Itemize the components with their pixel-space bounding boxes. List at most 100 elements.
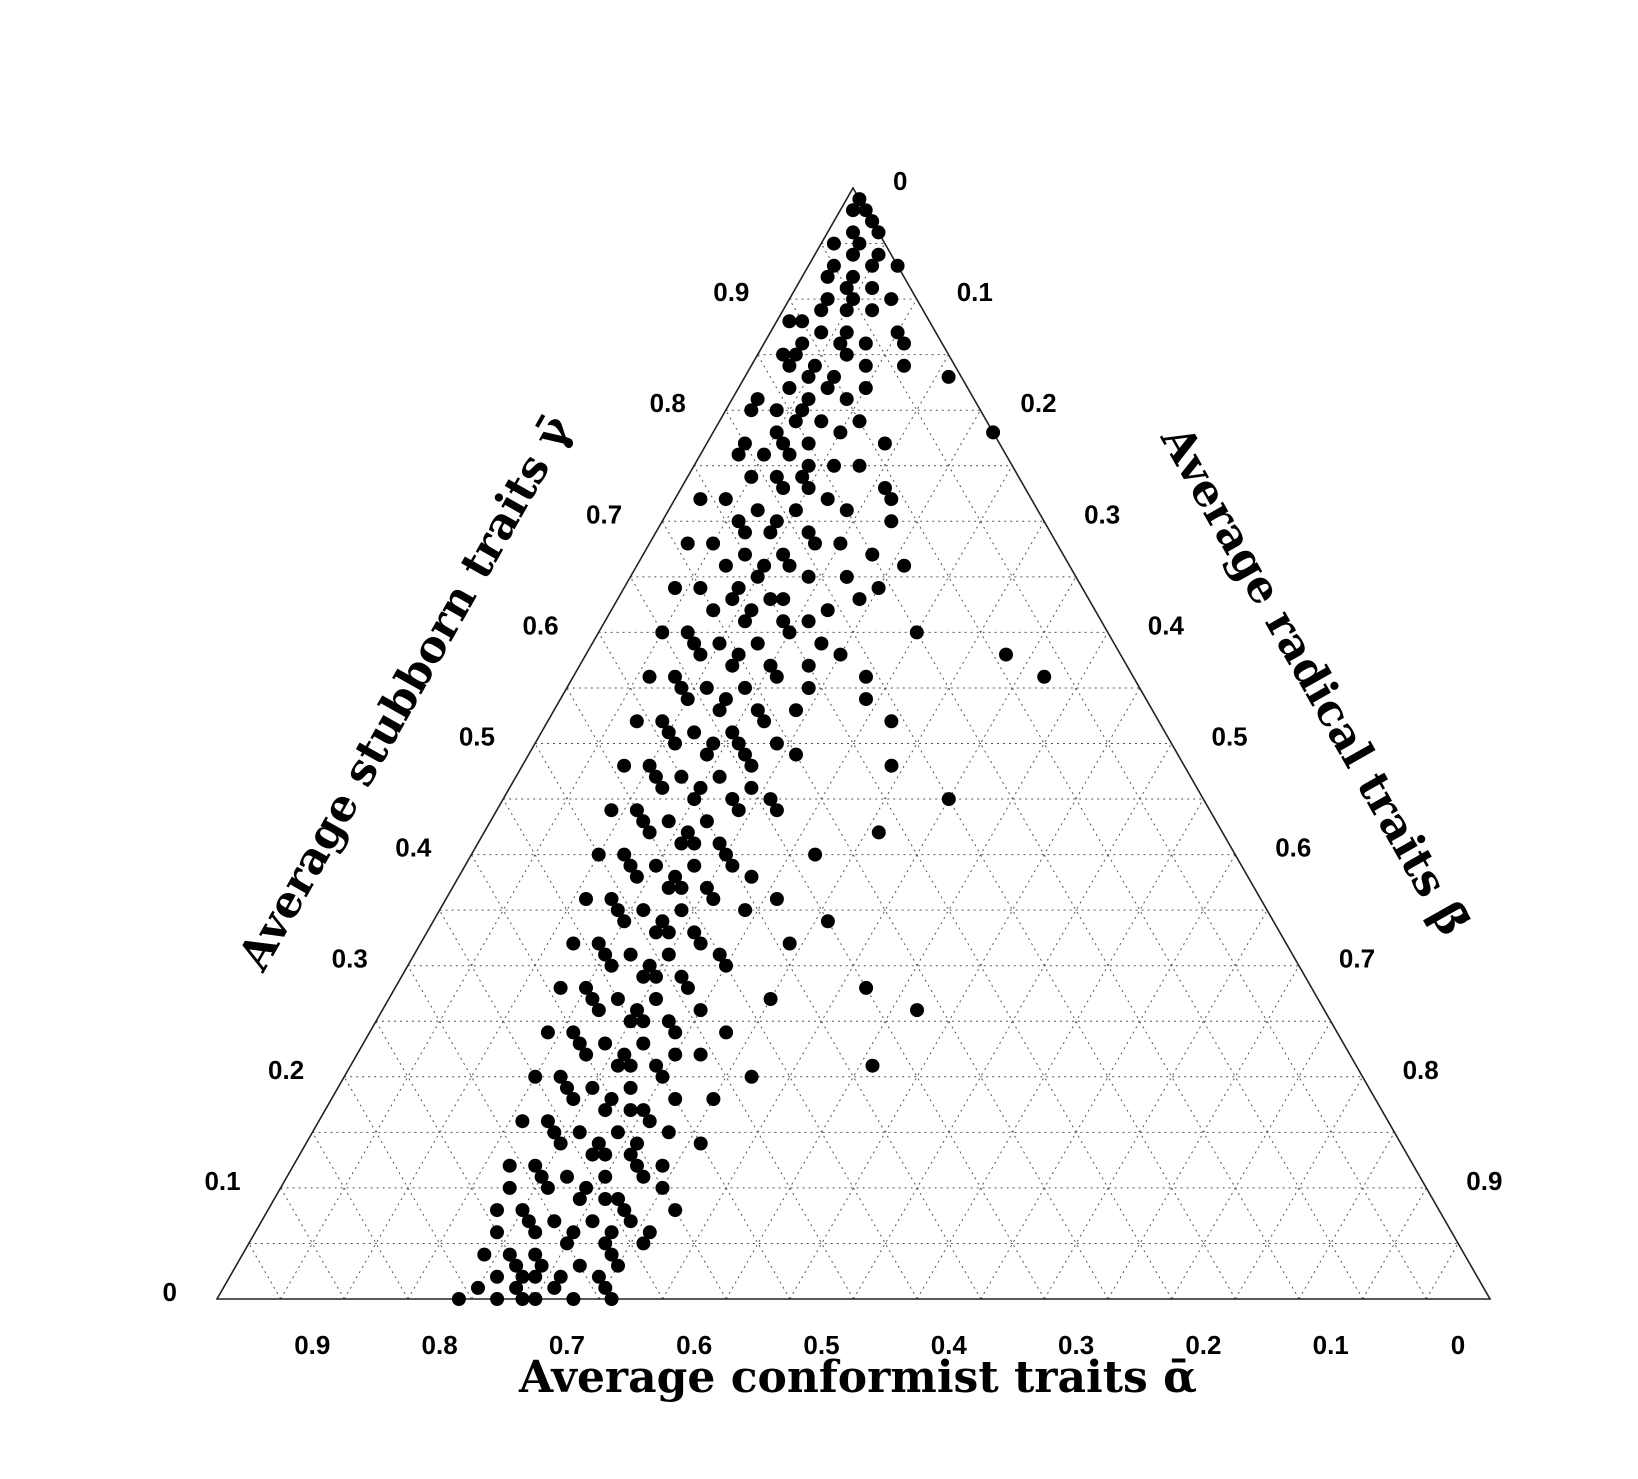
grid-line-right-parallel bbox=[343, 1076, 473, 1300]
data-point bbox=[649, 1058, 664, 1073]
data-point bbox=[795, 336, 810, 351]
data-point bbox=[757, 558, 772, 573]
data-point bbox=[706, 1092, 721, 1106]
data-point bbox=[858, 203, 873, 218]
conformist-tick-label: 0.6 bbox=[676, 1330, 712, 1360]
data-point bbox=[661, 947, 676, 962]
data-point bbox=[801, 369, 816, 384]
data-point bbox=[699, 814, 714, 829]
data-point bbox=[782, 558, 797, 573]
data-point bbox=[649, 858, 663, 873]
data-point bbox=[515, 1269, 530, 1284]
data-point bbox=[591, 1269, 606, 1284]
data-point bbox=[884, 514, 899, 529]
data-point bbox=[858, 381, 873, 395]
grid-line-right-parallel bbox=[311, 1132, 409, 1300]
data-point bbox=[655, 780, 670, 795]
data-point bbox=[636, 1103, 651, 1118]
data-point bbox=[629, 803, 644, 818]
data-point bbox=[693, 647, 708, 662]
data-point bbox=[680, 692, 695, 707]
data-point bbox=[451, 1292, 466, 1306]
data-point bbox=[877, 436, 892, 451]
data-point bbox=[687, 792, 702, 807]
data-point bbox=[674, 836, 689, 851]
data-point bbox=[910, 1003, 924, 1018]
data-point bbox=[655, 914, 670, 929]
data-point bbox=[846, 292, 861, 307]
data-point bbox=[687, 725, 702, 740]
data-point bbox=[795, 314, 810, 329]
data-point bbox=[750, 636, 765, 651]
grid-line-right-parallel bbox=[407, 965, 600, 1300]
data-point bbox=[820, 914, 835, 929]
data-point bbox=[604, 1247, 619, 1262]
data-point bbox=[642, 958, 657, 973]
data-point bbox=[814, 325, 829, 340]
data-point bbox=[757, 447, 771, 462]
data-point bbox=[521, 1214, 536, 1229]
stubborn-tick-label: 0.1 bbox=[204, 1166, 240, 1196]
data-point bbox=[827, 369, 841, 384]
data-point bbox=[490, 1292, 505, 1306]
stubborn-tick-label: 0.3 bbox=[332, 944, 368, 974]
data-point bbox=[661, 880, 676, 895]
data-point bbox=[795, 469, 810, 484]
data-point bbox=[687, 858, 702, 873]
data-point bbox=[738, 614, 752, 629]
grid-line-left-parallel bbox=[662, 576, 1077, 1300]
data-point bbox=[528, 1158, 543, 1173]
data-point bbox=[852, 236, 867, 251]
radical-tick-label: 0.4 bbox=[1148, 610, 1185, 640]
data-point bbox=[687, 636, 702, 651]
data-point bbox=[699, 680, 714, 695]
data-point bbox=[744, 780, 759, 795]
data-point bbox=[668, 669, 682, 684]
data-point bbox=[591, 1003, 606, 1018]
data-point bbox=[719, 847, 733, 862]
radical-axis-ticks: 0 0.1 0.2 0.3 0.4 0.5 0.6 0.7 0.8 0.9 bbox=[893, 166, 1502, 1196]
data-point bbox=[547, 1280, 562, 1295]
data-point bbox=[604, 803, 619, 818]
grid-line-right-parallel bbox=[248, 1243, 282, 1300]
data-point bbox=[655, 1180, 670, 1195]
data-point bbox=[687, 925, 702, 940]
data-point bbox=[725, 858, 740, 873]
data-point bbox=[833, 536, 848, 551]
data-point bbox=[788, 414, 803, 429]
data-point bbox=[674, 680, 689, 695]
data-point bbox=[833, 425, 848, 440]
data-point bbox=[540, 1180, 555, 1195]
data-point bbox=[852, 414, 867, 429]
data-point bbox=[553, 1136, 568, 1151]
data-point bbox=[604, 1225, 619, 1240]
data-point bbox=[649, 969, 663, 984]
data-point bbox=[776, 481, 791, 495]
data-point bbox=[744, 869, 759, 884]
conformist-tick-label: 0.4 bbox=[931, 1330, 968, 1360]
data-point bbox=[763, 658, 778, 673]
data-point bbox=[884, 714, 899, 729]
grid-lines bbox=[248, 243, 1459, 1300]
data-point bbox=[839, 503, 854, 518]
data-point bbox=[719, 1025, 734, 1040]
data-point bbox=[737, 436, 752, 451]
data-point bbox=[655, 714, 670, 729]
data-point bbox=[629, 714, 644, 729]
data-point bbox=[661, 1125, 676, 1140]
data-point bbox=[598, 1192, 613, 1206]
conformist-tick-label: 0.7 bbox=[549, 1330, 585, 1360]
data-point bbox=[712, 636, 727, 651]
data-point bbox=[502, 1247, 517, 1262]
data-point bbox=[566, 1292, 581, 1306]
conformist-tick-label: 0.9 bbox=[294, 1330, 330, 1360]
data-point bbox=[566, 1025, 581, 1040]
data-point bbox=[528, 1269, 543, 1284]
data-point bbox=[884, 492, 899, 507]
conformist-tick-label: 0.2 bbox=[1185, 1330, 1221, 1360]
data-point bbox=[820, 269, 835, 284]
data-point bbox=[706, 736, 721, 751]
data-point bbox=[738, 547, 752, 562]
grid-line-left-parallel bbox=[1107, 965, 1300, 1300]
data-point bbox=[528, 1225, 543, 1240]
